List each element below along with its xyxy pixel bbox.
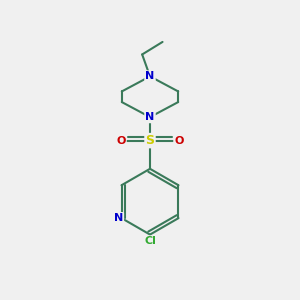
- Text: N: N: [114, 213, 123, 223]
- Text: S: S: [146, 134, 154, 147]
- Text: O: O: [116, 136, 126, 146]
- Text: N: N: [146, 71, 154, 81]
- Text: N: N: [146, 112, 154, 122]
- Text: O: O: [174, 136, 184, 146]
- Text: Cl: Cl: [144, 236, 156, 247]
